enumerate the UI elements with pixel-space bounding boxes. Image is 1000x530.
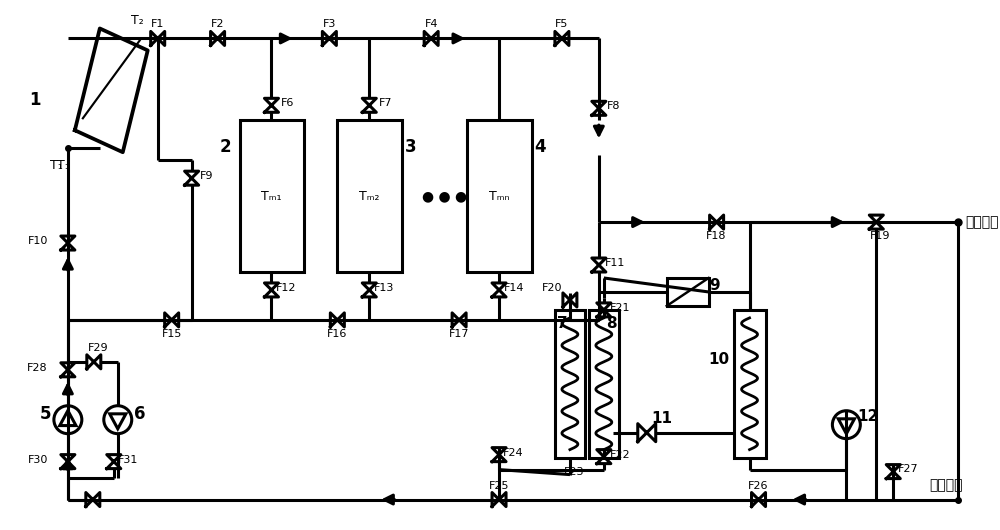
Text: 7: 7 <box>557 316 567 331</box>
Text: F30: F30 <box>28 455 48 465</box>
Text: F28: F28 <box>27 363 48 373</box>
Text: 10: 10 <box>708 352 729 367</box>
Text: F23: F23 <box>564 466 584 476</box>
Bar <box>555 310 585 457</box>
Text: F4: F4 <box>424 20 438 30</box>
Text: Tₘₙ: Tₘₙ <box>489 190 509 202</box>
Text: F17: F17 <box>449 329 469 339</box>
Text: F15: F15 <box>161 329 182 339</box>
Bar <box>667 278 709 306</box>
Text: T₁: T₁ <box>50 158 63 172</box>
Text: F13: F13 <box>374 283 394 293</box>
Text: F3: F3 <box>323 20 336 30</box>
Text: F25: F25 <box>489 481 509 491</box>
Text: F21: F21 <box>610 303 630 313</box>
Bar <box>467 120 532 272</box>
Text: 9: 9 <box>709 278 720 294</box>
Text: 用户供热: 用户供热 <box>965 215 999 229</box>
Text: F1: F1 <box>151 20 164 30</box>
Text: 4: 4 <box>534 138 546 156</box>
Text: 2: 2 <box>220 138 231 156</box>
Text: 12: 12 <box>858 409 879 424</box>
Bar <box>734 310 766 457</box>
Text: F7: F7 <box>379 98 392 108</box>
Text: F31: F31 <box>118 455 138 465</box>
Text: F5: F5 <box>555 20 569 30</box>
Text: F19: F19 <box>870 231 891 241</box>
Text: F6: F6 <box>281 98 294 108</box>
Text: F22: F22 <box>609 449 630 460</box>
Text: ● ● ●: ● ● ● <box>422 189 467 203</box>
Text: F29: F29 <box>87 343 108 353</box>
Text: T₁: T₁ <box>57 158 69 172</box>
Text: F18: F18 <box>706 231 727 241</box>
Text: 1: 1 <box>29 91 41 109</box>
Text: 8: 8 <box>607 316 617 331</box>
Text: 3: 3 <box>404 138 416 156</box>
Text: 用户回热: 用户回热 <box>929 479 963 492</box>
Bar <box>337 120 402 272</box>
Text: 5: 5 <box>40 405 52 423</box>
Text: F8: F8 <box>607 101 621 111</box>
Text: F10: F10 <box>28 236 48 246</box>
Text: F24: F24 <box>503 448 523 457</box>
Text: F2: F2 <box>211 20 224 30</box>
Text: F12: F12 <box>276 283 297 293</box>
Text: 6: 6 <box>134 405 145 423</box>
Text: F20: F20 <box>542 283 562 293</box>
Text: T₂: T₂ <box>131 14 144 27</box>
Bar <box>240 120 304 272</box>
Text: F9: F9 <box>200 171 213 181</box>
Text: Tₘ₂: Tₘ₂ <box>359 190 380 202</box>
Text: F16: F16 <box>327 329 348 339</box>
Text: Tₘ₁: Tₘ₁ <box>261 190 282 202</box>
Bar <box>589 310 619 457</box>
Text: F14: F14 <box>504 283 524 293</box>
Text: F27: F27 <box>898 464 919 474</box>
Text: F26: F26 <box>748 481 769 491</box>
Text: 11: 11 <box>651 411 672 426</box>
Text: F11: F11 <box>605 258 625 268</box>
